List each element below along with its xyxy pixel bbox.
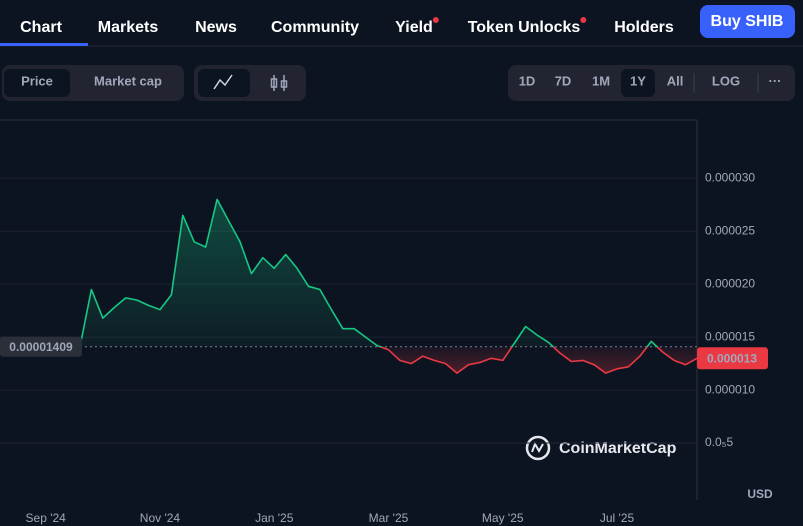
notification-dot: [580, 17, 587, 23]
active-tab-underline: [0, 43, 88, 46]
x-tick-label: Nov '24: [140, 511, 181, 525]
current-price-bg: [697, 347, 768, 370]
y-tick-label: 0.000020: [705, 276, 755, 290]
y-tick-label: 0.000030: [705, 170, 755, 184]
x-tick-label: Jan '25: [255, 511, 294, 525]
price-line: [0, 198, 698, 374]
reference-label-bg: [0, 336, 82, 357]
watermark: CoinMarketCap: [525, 435, 677, 461]
y-tick-label: 0.000010: [705, 382, 755, 396]
nav-tab[interactable]: Holders: [614, 19, 674, 36]
nav-tab[interactable]: Token Unlocks: [468, 19, 581, 36]
y-axis-unit: USD: [747, 487, 773, 501]
x-tick-label: Mar '25: [369, 511, 409, 525]
y-tick-label: 0.000025: [705, 223, 755, 237]
mode-button[interactable]: Market cap: [94, 73, 162, 88]
x-tick-label: Jul '25: [600, 511, 635, 525]
range-button[interactable]: 1Y: [630, 73, 646, 88]
nav-tab[interactable]: News: [195, 19, 237, 36]
candle-icon[interactable]: [270, 75, 288, 91]
line-icon: [213, 74, 233, 90]
y-tick-label: 0.0₅5: [705, 435, 734, 449]
log-button[interactable]: LOG: [712, 73, 740, 88]
watermark-logo-mark: [531, 441, 544, 454]
nav-tab[interactable]: Community: [271, 19, 359, 36]
nav-tab[interactable]: Chart: [20, 19, 62, 36]
notification-dot: [432, 17, 439, 23]
price-area: [0, 199, 697, 374]
range-button[interactable]: 7D: [555, 73, 572, 88]
nav-tab[interactable]: Markets: [98, 19, 159, 36]
range-button[interactable]: 1D: [519, 73, 536, 88]
nav-tab[interactable]: Yield: [395, 19, 433, 36]
active-range-bg: [621, 69, 655, 97]
range-button[interactable]: All: [667, 73, 684, 88]
active-mode-bg: [4, 69, 70, 97]
reference-label: 0.00001409: [9, 340, 73, 354]
range-button[interactable]: 1M: [592, 73, 610, 88]
watermark-logo: [525, 435, 551, 461]
more-button[interactable]: ···: [769, 73, 782, 88]
watermark-text: CoinMarketCap: [559, 440, 677, 457]
buy-button-bg[interactable]: [700, 5, 795, 38]
y-tick-label: 0.000015: [705, 329, 755, 343]
x-tick-label: May '25: [482, 511, 524, 525]
buy-button[interactable]: Buy SHIB: [711, 13, 784, 30]
current-price-label: 0.000013: [707, 351, 757, 365]
mode-button[interactable]: Price: [21, 73, 53, 88]
x-tick-label: Sep '24: [26, 511, 67, 525]
